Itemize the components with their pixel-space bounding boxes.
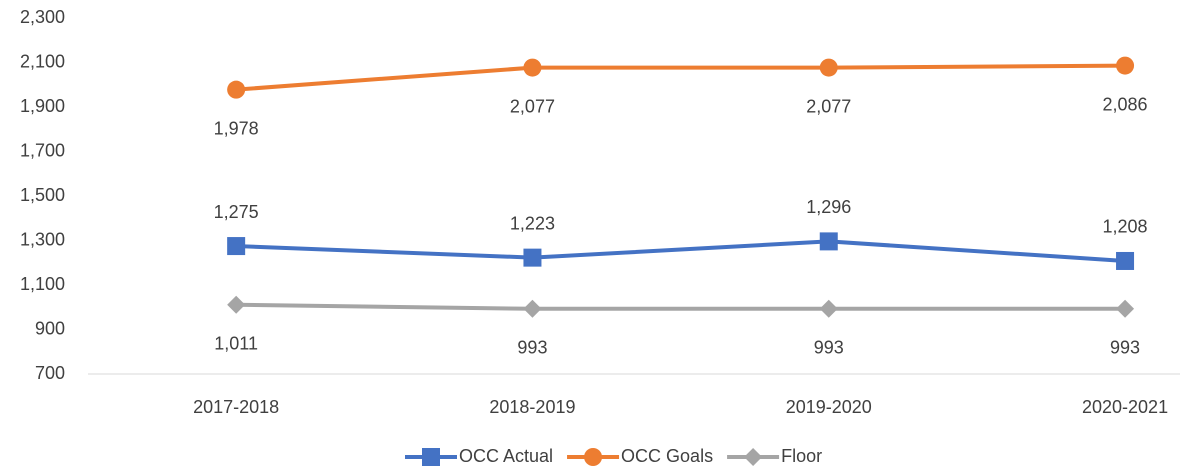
y-tick-label: 1,100: [20, 274, 65, 294]
data-label: 1,011: [214, 334, 258, 354]
data-label: 2,077: [510, 96, 555, 116]
legend-label: Floor: [781, 446, 822, 466]
x-tick-label: 2017-2018: [193, 397, 279, 417]
data-label: 2,077: [806, 96, 851, 116]
x-tick-label: 2020-2021: [1082, 397, 1168, 417]
data-point: [1116, 299, 1135, 318]
y-tick-label: 1,900: [20, 96, 65, 116]
data-point: [227, 80, 246, 99]
data-label: 993: [814, 338, 844, 358]
data-label: 1,223: [510, 213, 555, 233]
data-point: [523, 58, 542, 77]
y-tick-label: 1,700: [20, 140, 65, 160]
series-line: [236, 239, 1126, 263]
legend-label: OCC Goals: [621, 446, 713, 466]
data-point: [1116, 56, 1135, 75]
x-tick-label: 2018-2019: [489, 397, 575, 417]
data-point: [819, 58, 838, 77]
legend-marker: [422, 448, 440, 466]
data-point: [523, 248, 542, 267]
data-point: [227, 295, 246, 314]
data-point: [1116, 251, 1135, 270]
y-tick-label: 700: [35, 363, 65, 383]
legend-marker: [584, 448, 603, 466]
y-tick-label: 2,300: [20, 7, 65, 27]
data-point: [523, 299, 542, 318]
y-tick-label: 2,100: [20, 51, 65, 71]
legend-marker: [744, 448, 763, 466]
data-label: 993: [517, 338, 547, 358]
series-line: [236, 302, 1126, 311]
x-tick-label: 2019-2020: [786, 397, 872, 417]
data-point: [819, 299, 838, 318]
y-tick-label: 1,500: [20, 185, 65, 205]
data-label: 1,208: [1103, 217, 1148, 237]
data-label: 993: [1110, 338, 1140, 358]
series-line: [236, 63, 1126, 92]
data-point: [227, 237, 246, 256]
data-label: 1,296: [806, 197, 851, 217]
legend-label: OCC Actual: [459, 446, 553, 466]
data-label: 2,086: [1103, 94, 1148, 114]
y-tick-label: 1,300: [20, 229, 65, 249]
data-label: 1,978: [214, 118, 259, 138]
data-label: 1,275: [214, 202, 259, 222]
y-tick-label: 900: [35, 318, 65, 338]
data-point: [819, 232, 838, 251]
